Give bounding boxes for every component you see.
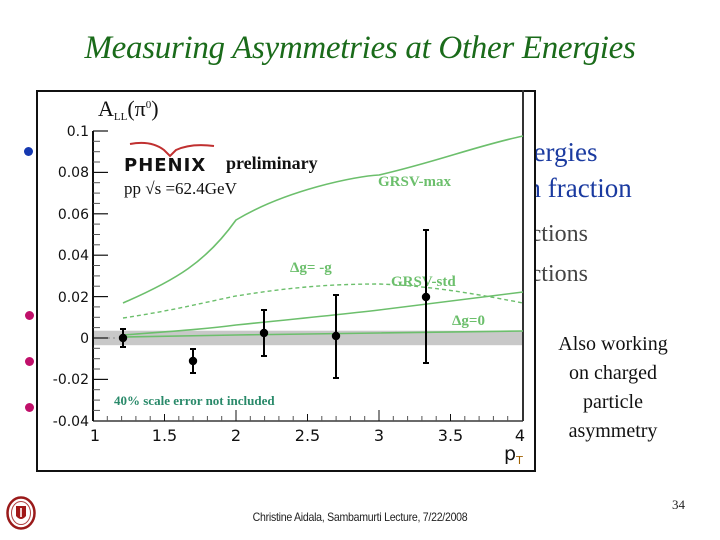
- y-tick-label: 0.04: [58, 248, 89, 264]
- systematic-band: [93, 330, 523, 346]
- x-axis-title: pT: [504, 443, 523, 467]
- scale-error-note: 40% scale error not included: [114, 393, 275, 408]
- y-tick-label: 0.02: [58, 290, 89, 306]
- bullet-dot-3: [25, 357, 34, 366]
- curve-dg-minus-g: [122, 283, 524, 319]
- data-point-4: [331, 294, 341, 379]
- phenix-logo: PHENIX: [124, 141, 215, 176]
- data-point-2: [188, 348, 198, 374]
- curve-grsv-max: [122, 135, 524, 304]
- x-minor-ticks: [106, 416, 509, 421]
- bullet-dot-1: [24, 147, 33, 156]
- chart-frame: [36, 90, 536, 472]
- y-tick-label: 0.06: [58, 207, 89, 223]
- curve-grsv-std: [122, 291, 524, 336]
- y-tick-label: 0.08: [58, 165, 89, 181]
- x-tick-label: 3.5: [438, 426, 463, 445]
- bullet-text-level1: nergies m fraction: [520, 134, 632, 206]
- x-tick-label: 3: [374, 426, 384, 445]
- y-major-ticks: [93, 130, 108, 380]
- bullet-dot-2: [25, 311, 34, 320]
- side-note-line: particle: [583, 391, 643, 413]
- y-axis-title: ALL(π0): [98, 96, 159, 123]
- data-point-1: [118, 328, 128, 348]
- y-tick-label: -0.02: [53, 372, 89, 388]
- x-tick-label: 1: [90, 426, 100, 445]
- x-tick-label: 2: [231, 426, 241, 445]
- footer-text: Christine Aidala, Sambamurti Lecture, 7/…: [252, 510, 468, 524]
- bullet-line-2: m fraction: [520, 173, 632, 203]
- data-points: [118, 229, 431, 379]
- phenix-text: PHENIX: [124, 155, 206, 176]
- y-tick-label: -0.04: [53, 414, 89, 430]
- energy-label: pp √s =62.4GeV: [124, 179, 238, 198]
- preliminary-label: preliminary: [226, 153, 318, 173]
- curve-dg-zero: [122, 330, 524, 338]
- data-point-3: [259, 309, 269, 357]
- x-tick-label: 2.5: [295, 426, 320, 445]
- x-tick-labels: 1 1.5 2 2.5 3 3.5 4: [90, 426, 525, 445]
- side-note-line: asymmetry: [568, 420, 658, 442]
- x-tick-label: 4: [515, 426, 525, 445]
- y-minor-ticks: [93, 140, 100, 411]
- asymmetry-chart: ALL(π0) 0.1 0.08 0.06 0.04 0.02 0 -0.02 …: [53, 90, 525, 467]
- side-note-line: Also working: [558, 333, 668, 355]
- y-tick-label: 0.1: [67, 124, 89, 140]
- side-note: Also working on charged particle asymmet…: [548, 330, 678, 446]
- x-major-ticks: [164, 410, 451, 421]
- y-tick-labels: 0.1 0.08 0.06 0.04 0.02 0 -0.02 -0.04: [53, 124, 89, 430]
- y-tick-label: 0: [80, 331, 89, 347]
- page-number: 34: [672, 497, 685, 512]
- university-seal-icon: [6, 496, 36, 530]
- x-tick-label: 1.5: [152, 426, 177, 445]
- bullet-dot-4: [25, 403, 34, 412]
- data-point-5: [421, 229, 431, 364]
- label-dg-minus-g: Δg= -g: [290, 260, 332, 276]
- slide-footer: Christine Aidala, Sambamurti Lecture, 7/…: [0, 510, 720, 524]
- label-grsv-std: GRSV-std: [391, 274, 456, 290]
- bullet-line-1: nergies: [520, 137, 598, 167]
- label-grsv-max: GRSV-max: [378, 174, 452, 190]
- label-dg-zero: Δg=0: [452, 313, 485, 329]
- slide-title: Measuring Asymmetries at Other Energies: [84, 30, 636, 66]
- side-note-line: on charged: [569, 362, 657, 384]
